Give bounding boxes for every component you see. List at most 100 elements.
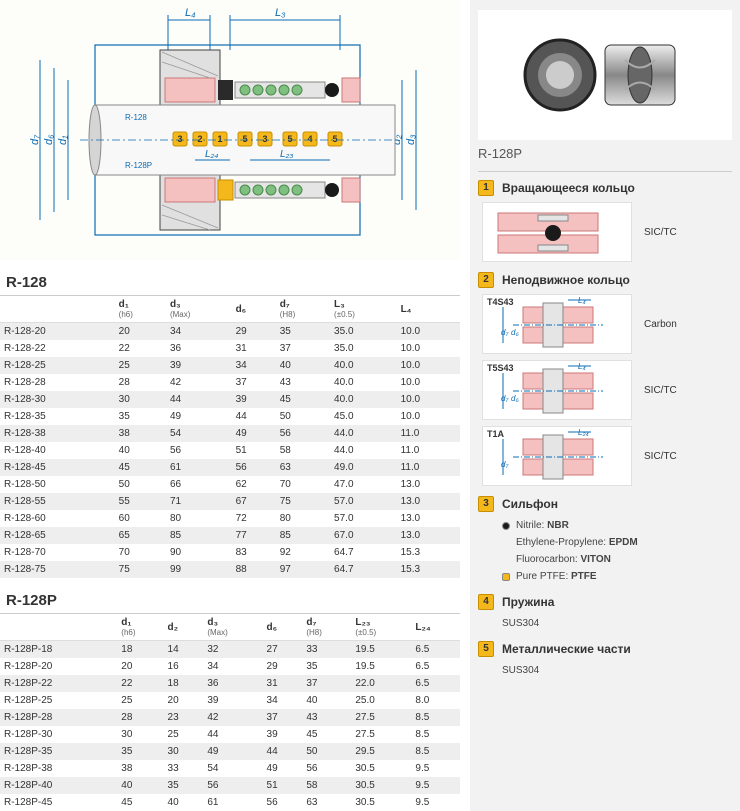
comp1-material: SIC/TC — [644, 227, 677, 238]
table-row: R-128P-18181432273319.56.5 — [0, 641, 460, 659]
table-row: R-128-505066627047.013.0 — [0, 476, 460, 493]
variant-T4S43: T4S43L₄d₇d₆ Carbon — [478, 294, 732, 354]
variant-material: SIC/TC — [644, 385, 677, 396]
table-row: R-128-656585778567.013.0 — [0, 527, 460, 544]
table-row: R-128-555571677557.013.0 — [0, 493, 460, 510]
variant-diagram: T4S43L₄d₇d₆ — [482, 294, 632, 354]
svg-text:d₃: d₃ — [405, 134, 417, 145]
variant-T1A: T1AL₂₄d₇ SIC/TC — [478, 426, 732, 486]
component-2: 2 Неподвижное кольцо T4S43L₄d₇d₆ Carbon T5S… — [478, 272, 732, 486]
svg-text:d₆: d₆ — [511, 394, 519, 403]
svg-text:d₇: d₇ — [501, 328, 509, 337]
svg-text:d₆: d₆ — [43, 134, 55, 145]
table-row: R-128P-25252039344025.08.0 — [0, 692, 460, 709]
col-header: d₇(H8) — [276, 296, 330, 323]
table-row: R-128-707090839264.715.3 — [0, 544, 460, 561]
component-3: 3 Сильфон Nitrile: NBR Ethylene-Propylene:… — [478, 496, 732, 584]
table-row: R-128P-20201634293519.56.5 — [0, 658, 460, 675]
table-row: R-128-606080728057.013.0 — [0, 510, 460, 527]
svg-text:2: 2 — [197, 134, 202, 144]
svg-text:d₁: d₁ — [57, 135, 69, 145]
col-header: d₁(h6) — [117, 614, 163, 641]
variant-diagram: T5S43L₄d₇d₆ — [482, 360, 632, 420]
svg-text:1: 1 — [217, 134, 222, 144]
svg-text:d₇: d₇ — [501, 460, 509, 469]
table-row: R-128P-28282342374327.58.5 — [0, 709, 460, 726]
callout-num: 1 — [478, 180, 494, 196]
variant-T5S43: T5S43L₄d₇d₆ SIC/TC — [478, 360, 732, 420]
comp3-title: Сильфон — [502, 497, 558, 511]
col-header: d₇(H8) — [302, 614, 351, 641]
table-row: R-128P-22221836313722.06.5 — [0, 675, 460, 692]
col-header: L₃(±0.5) — [330, 296, 397, 323]
table-row: R-128-383854495644.011.0 — [0, 425, 460, 442]
svg-text:3: 3 — [262, 134, 267, 144]
comp5-title: Металлические части — [502, 642, 631, 656]
svg-text:R-128P: R-128P — [125, 161, 152, 170]
callout-num: 3 — [478, 496, 494, 512]
table-row: R-128-303044394540.010.0 — [0, 391, 460, 408]
svg-text:3: 3 — [177, 134, 182, 144]
col-header: d₂ — [164, 614, 204, 641]
svg-text:d₇: d₇ — [29, 134, 41, 145]
col-header — [0, 296, 115, 323]
dimensions-table-r128p: d₁(h6)d₂d₃(Max)d₆d₇(H8)L₂₃(±0.5)L₂₄ R-12… — [0, 614, 460, 811]
callout-num: 5 — [478, 641, 494, 657]
table-row: R-128-757599889764.715.3 — [0, 561, 460, 578]
svg-text:L₂₄: L₂₄ — [205, 149, 218, 160]
svg-text:d₇: d₇ — [501, 394, 509, 403]
material-row: Pure PTFE: PTFE — [502, 569, 732, 584]
comp5-material: SUS304 — [478, 663, 732, 678]
table-row: R-128P-38383354495630.59.5 — [0, 760, 460, 777]
table-row: R-128-353549445045.010.0 — [0, 408, 460, 425]
table1-title: R-128 — [0, 266, 460, 296]
component-1: 1 Вращающееся кольцо SIC/TC — [478, 180, 732, 262]
table-row: R-128P-35353049445029.58.5 — [0, 743, 460, 760]
component-4: 4 Пружина SUS304 — [478, 594, 732, 631]
svg-text:5: 5 — [242, 134, 247, 144]
material-row: Fluorocarbon: VITON — [502, 552, 732, 567]
variant-material: SIC/TC — [644, 451, 677, 462]
comp1-title: Вращающееся кольцо — [502, 181, 635, 195]
col-header: d₁(h6) — [115, 296, 166, 323]
col-header: d₃(Max) — [166, 296, 232, 323]
svg-text:5: 5 — [287, 134, 292, 144]
col-header: d₃(Max) — [203, 614, 262, 641]
comp4-title: Пружина — [502, 595, 554, 609]
svg-text:d₆: d₆ — [511, 328, 519, 337]
callout-num: 2 — [478, 272, 494, 288]
table-row: R-128P-40403556515830.59.5 — [0, 777, 460, 794]
svg-text:L₄: L₄ — [185, 7, 196, 19]
table2-title: R-128P — [0, 584, 460, 614]
variant-material: Carbon — [644, 319, 677, 330]
svg-text:5: 5 — [332, 134, 337, 144]
component-5: 5 Металлические части SUS304 — [478, 641, 732, 678]
table-row: R-128P-30302544394527.58.5 — [0, 726, 460, 743]
col-header: L₂₄ — [411, 614, 460, 641]
col-header: L₂₃(±0.5) — [351, 614, 411, 641]
table-row: R-128-454561566349.011.0 — [0, 459, 460, 476]
comp4-material: SUS304 — [478, 616, 732, 631]
table-row: R-128-282842374340.010.0 — [0, 374, 460, 391]
svg-text:4: 4 — [307, 134, 312, 144]
table-row: R-128-404056515844.011.0 — [0, 442, 460, 459]
comp2-title: Неподвижное кольцо — [502, 273, 630, 287]
product-photo — [478, 10, 732, 140]
technical-drawing: L₄ L₃ d₇ d₆ d₁ d₂ d₃ — [0, 0, 460, 260]
dimensions-table-r128: d₁(h6)d₃(Max)d₆d₇(H8)L₃(±0.5)L₄ R-128-20… — [0, 296, 460, 578]
svg-text:L₃: L₃ — [275, 7, 286, 19]
table-row: R-128P-45454061566330.59.5 — [0, 794, 460, 811]
svg-text:L₂₃: L₂₃ — [280, 149, 293, 160]
comp1-diagram — [482, 202, 632, 262]
table-row: R-128-252539344040.010.0 — [0, 357, 460, 374]
col-header: d₆ — [232, 296, 276, 323]
callout-num: 4 — [478, 594, 494, 610]
table-row: R-128-222236313735.010.0 — [0, 340, 460, 357]
col-header — [0, 614, 117, 641]
material-row: Ethylene-Propylene: EPDM — [502, 535, 732, 550]
model-label: R-128P — [478, 140, 732, 172]
variant-diagram: T1AL₂₄d₇ — [482, 426, 632, 486]
material-row: Nitrile: NBR — [502, 518, 732, 533]
svg-text:R-128: R-128 — [125, 113, 147, 122]
col-header: L₄ — [397, 296, 460, 323]
